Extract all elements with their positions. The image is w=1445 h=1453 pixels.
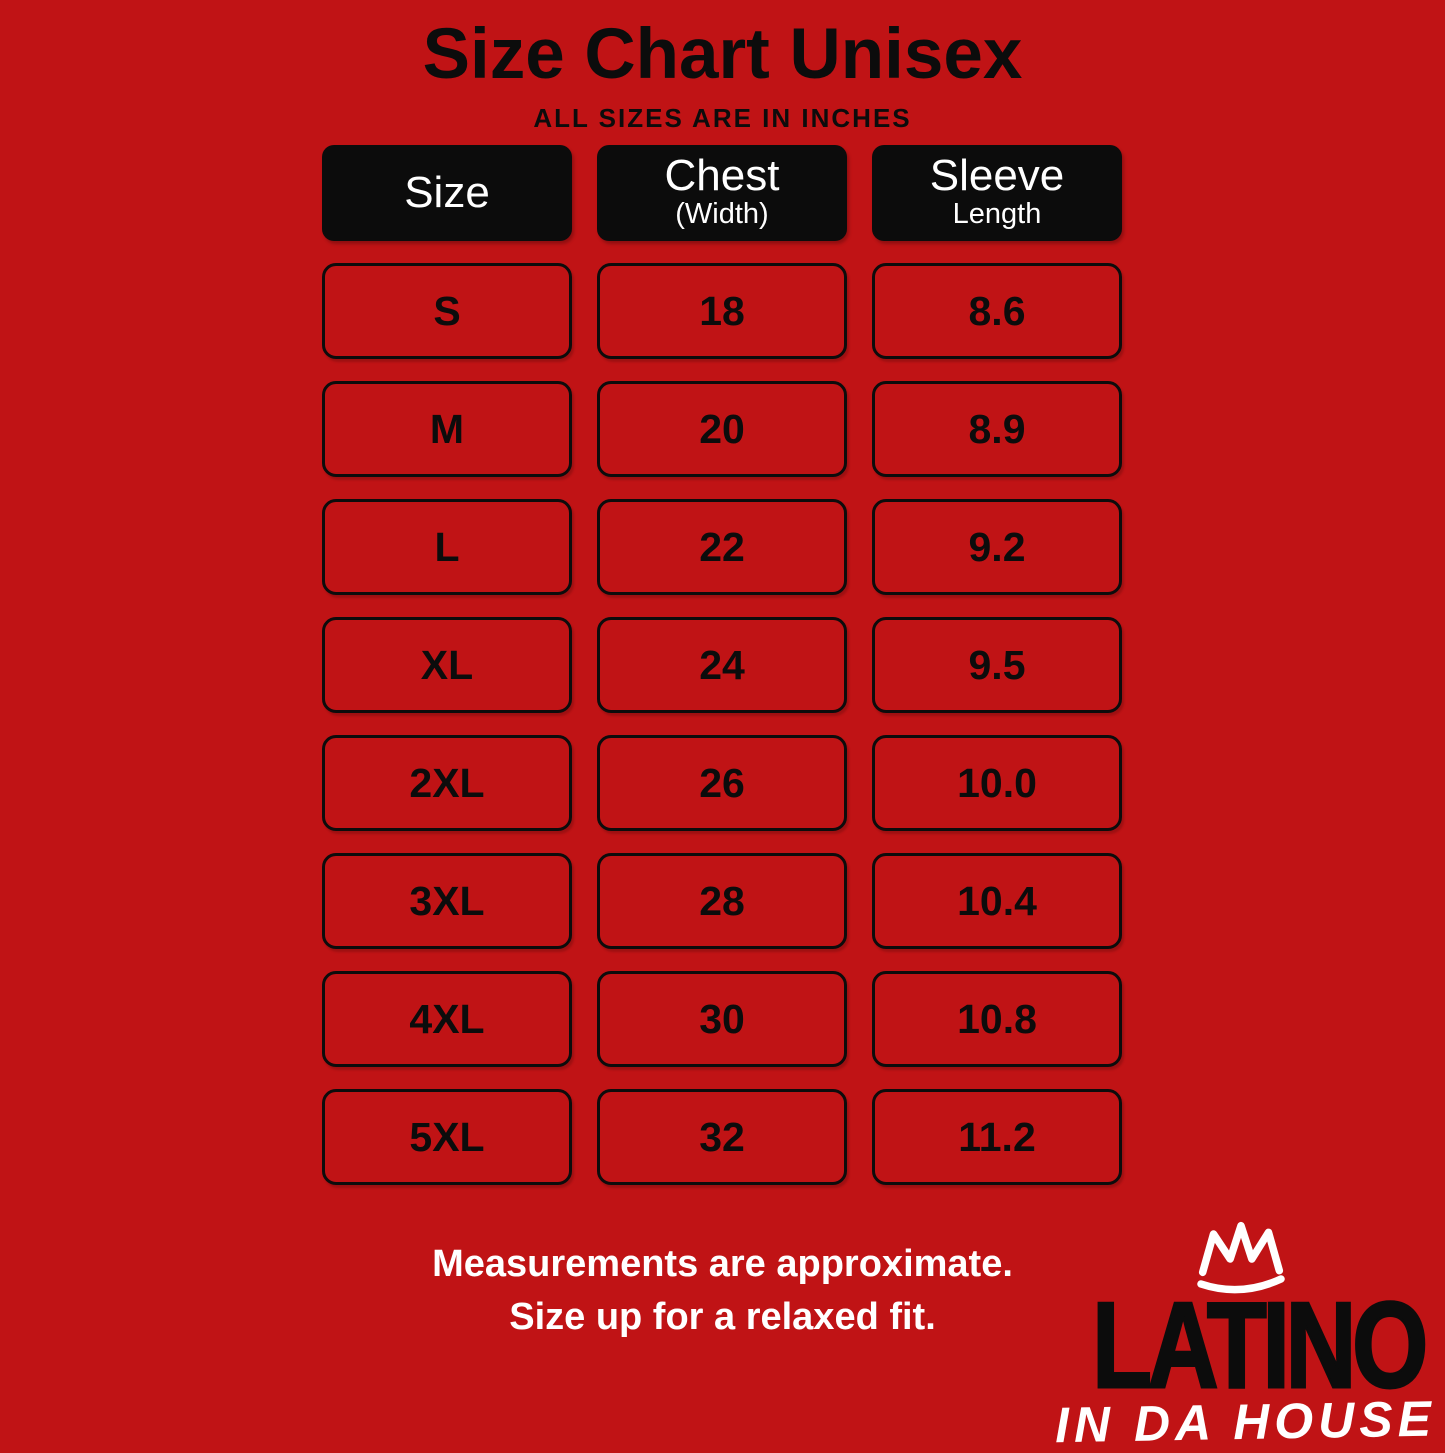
- sleeve-cell: 10.0: [872, 735, 1122, 831]
- footer-line-1: Measurements are approximate.: [432, 1243, 1013, 1285]
- sleeve-cell: 8.6: [872, 263, 1122, 359]
- sleeve-cell: 9.2: [872, 499, 1122, 595]
- size-cell: 3XL: [322, 853, 572, 949]
- header-cell-sleeve: Sleeve Length: [872, 145, 1122, 241]
- column-label-chest: Chest: [664, 151, 780, 201]
- chest-cell: 20: [597, 381, 847, 477]
- chest-cell: 18: [597, 263, 847, 359]
- sleeve-cell: 10.8: [872, 971, 1122, 1067]
- footer-line-2: Size up for a relaxed fit.: [509, 1296, 936, 1338]
- header-cell-size: Size: [322, 145, 572, 241]
- size-cell: 4XL: [322, 971, 572, 1067]
- footer-note: Measurements are approximate. Size up fo…: [0, 1238, 1445, 1344]
- sleeve-cell: 8.9: [872, 381, 1122, 477]
- chest-cell: 28: [597, 853, 847, 949]
- column-label-size: Size: [404, 168, 490, 217]
- chest-cell: 26: [597, 735, 847, 831]
- size-cell: M: [322, 381, 572, 477]
- size-cell: 5XL: [322, 1089, 572, 1185]
- chest-cell: 32: [597, 1089, 847, 1185]
- size-cell: L: [322, 499, 572, 595]
- sleeve-cell: 10.4: [872, 853, 1122, 949]
- sleeve-cell: 9.5: [872, 617, 1122, 713]
- page-subtitle: ALL SIZES ARE IN INCHES: [533, 103, 912, 133]
- column-sublabel-chest: (Width): [675, 198, 769, 231]
- header-cell-chest: Chest (Width): [597, 145, 847, 241]
- size-cell: S: [322, 263, 572, 359]
- crown-icon: [1197, 1221, 1285, 1294]
- brand-logo: LATINO IN DA HOUSE: [1054, 1219, 1437, 1453]
- chest-cell: 24: [597, 617, 847, 713]
- page-title: Size Chart Unisex: [422, 15, 1023, 94]
- size-cell: 2XL: [322, 735, 572, 831]
- column-sublabel-sleeve: Length: [952, 198, 1042, 231]
- size-chart-table: Size Chest (Width) Sleeve Length S 18 8.…: [322, 145, 1122, 1185]
- brand-tagline: IN DA HOUSE: [1054, 1390, 1437, 1453]
- column-label-sleeve: Sleeve: [929, 151, 1065, 201]
- brand-name: LATINO: [1091, 1276, 1429, 1413]
- sleeve-cell: 11.2: [872, 1089, 1122, 1185]
- size-cell: XL: [322, 617, 572, 713]
- chest-cell: 22: [597, 499, 847, 595]
- chest-cell: 30: [597, 971, 847, 1067]
